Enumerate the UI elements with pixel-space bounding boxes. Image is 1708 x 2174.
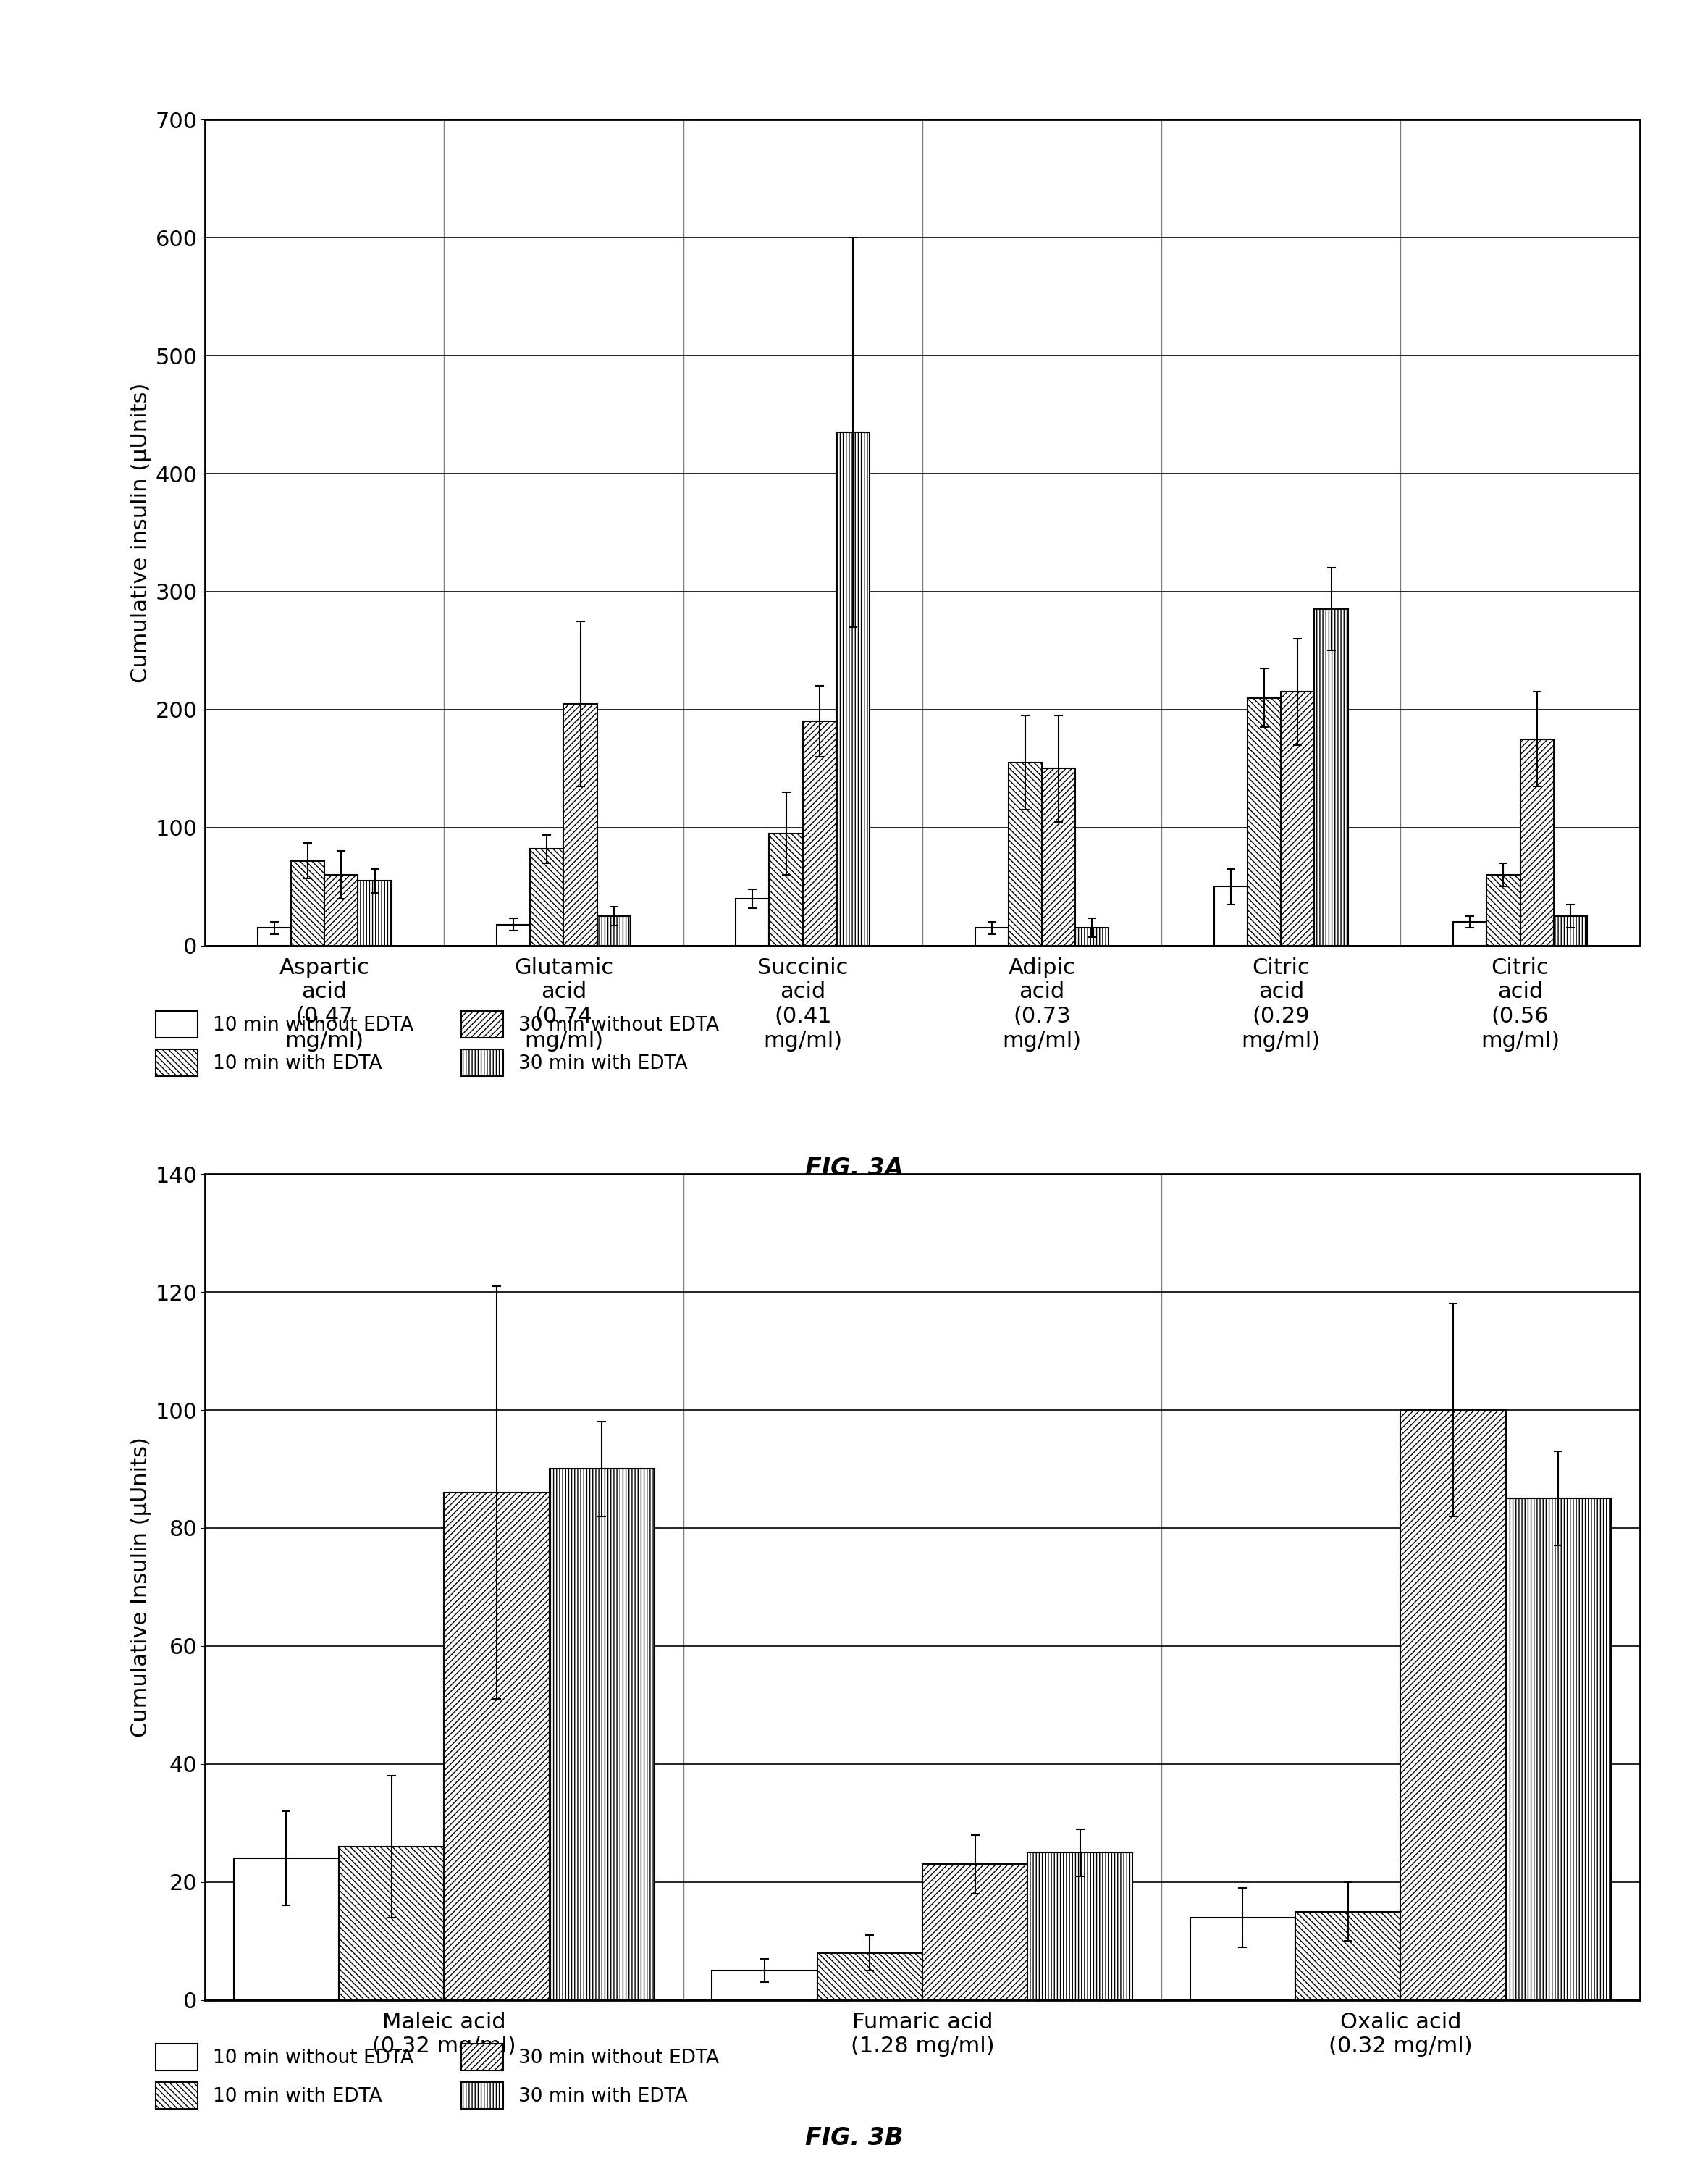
Bar: [258, 928, 290, 946]
Bar: [1554, 915, 1587, 946]
Bar: [1214, 887, 1247, 946]
Bar: [497, 924, 529, 946]
Bar: [922, 1865, 1028, 2000]
Bar: [564, 704, 598, 946]
Legend: 10 min without EDTA, 10 min with EDTA, 30 min without EDTA, 30 min with EDTA: 10 min without EDTA, 10 min with EDTA, 3…: [147, 2035, 729, 2117]
Text: FIG. 3B: FIG. 3B: [804, 2126, 904, 2150]
Bar: [359, 880, 391, 946]
Bar: [338, 1846, 444, 2000]
Bar: [712, 1970, 816, 2000]
Bar: [816, 1952, 922, 2000]
Text: FIG. 3A: FIG. 3A: [804, 1157, 904, 1180]
Bar: [1506, 1498, 1611, 2000]
Bar: [598, 915, 630, 946]
Bar: [1042, 770, 1076, 946]
Bar: [837, 433, 869, 946]
Bar: [1190, 1917, 1295, 2000]
Bar: [1315, 609, 1348, 946]
Bar: [975, 928, 1008, 946]
Bar: [1281, 691, 1315, 946]
Bar: [1454, 922, 1486, 946]
Bar: [1295, 1911, 1401, 2000]
Bar: [1401, 1411, 1506, 2000]
Bar: [444, 1494, 550, 2000]
Bar: [550, 1470, 654, 2000]
Bar: [1008, 763, 1042, 946]
Bar: [529, 848, 564, 946]
Bar: [803, 722, 837, 946]
Y-axis label: Cumulative insulin (μUnits): Cumulative insulin (μUnits): [130, 383, 152, 683]
Y-axis label: Cumulative Insulin (μUnits): Cumulative Insulin (μUnits): [130, 1437, 152, 1737]
Bar: [736, 898, 769, 946]
Bar: [1028, 1852, 1132, 2000]
Bar: [769, 833, 803, 946]
Bar: [1076, 928, 1108, 946]
Bar: [1520, 739, 1554, 946]
Bar: [1486, 874, 1520, 946]
Bar: [1247, 698, 1281, 946]
Legend: 10 min without EDTA, 10 min with EDTA, 30 min without EDTA, 30 min with EDTA: 10 min without EDTA, 10 min with EDTA, 3…: [147, 1002, 729, 1085]
Bar: [290, 861, 325, 946]
Bar: [325, 874, 359, 946]
Bar: [234, 1859, 338, 2000]
